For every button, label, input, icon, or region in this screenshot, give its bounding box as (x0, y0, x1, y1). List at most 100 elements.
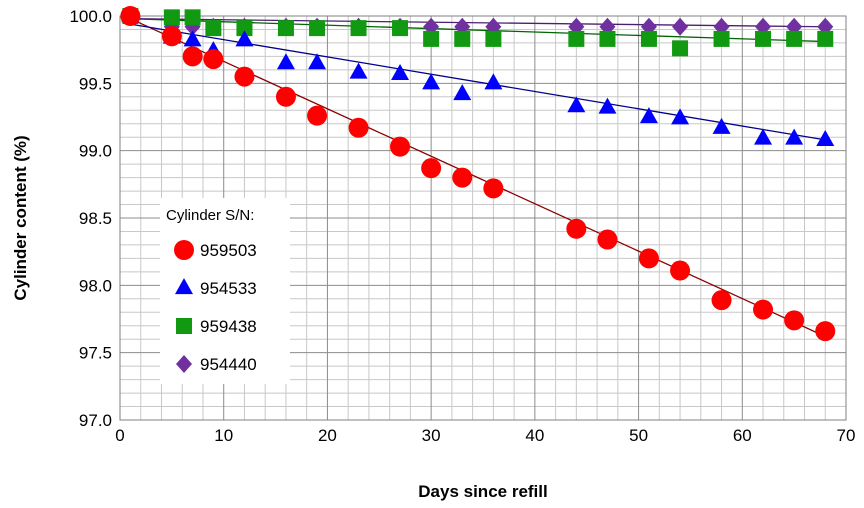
point-954533 (639, 107, 658, 124)
series-959438 (122, 8, 834, 57)
x-tick-label: 0 (115, 426, 124, 445)
point-959438 (485, 30, 502, 47)
point-959503 (275, 86, 296, 107)
point-959438 (817, 30, 834, 47)
point-959438 (277, 20, 294, 37)
point-954533 (816, 129, 835, 146)
point-959503 (784, 310, 805, 331)
plot-border (119, 15, 847, 421)
y-tick-label: 100.0 (69, 7, 112, 26)
x-tick-label: 50 (629, 426, 648, 445)
point-954440 (568, 17, 585, 36)
point-954440 (599, 17, 616, 36)
x-tick-label: 20 (318, 426, 337, 445)
y-tick-label: 97.0 (79, 411, 112, 430)
point-954533 (235, 30, 254, 47)
point-959438 (640, 30, 657, 47)
point-959438 (672, 40, 689, 57)
data-markers (120, 6, 836, 342)
point-959438 (184, 9, 201, 26)
x-tick-label: 40 (525, 426, 544, 445)
point-959503 (120, 6, 141, 26)
y-tick-labels: 97.0 97.5 98.0 98.5 99.0 99.5 100.0 (69, 7, 112, 430)
point-959438 (205, 20, 222, 37)
point-959438 (423, 30, 440, 47)
point-959503 (483, 178, 504, 199)
x-tick-label: 10 (214, 426, 233, 445)
point-959503 (203, 49, 224, 70)
point-959438 (755, 30, 772, 47)
x-tick-labels: 0 10 20 30 40 50 60 70 (115, 426, 855, 445)
point-959503 (348, 117, 369, 138)
y-tick-label: 98.0 (79, 276, 112, 295)
point-959438 (568, 30, 585, 47)
legend-marker-954533 (175, 278, 193, 295)
point-954533 (598, 97, 617, 114)
point-959503 (670, 260, 691, 281)
point-959503 (815, 321, 836, 342)
point-954533 (671, 108, 690, 125)
point-959503 (234, 66, 255, 87)
point-959438 (786, 30, 803, 47)
point-959438 (236, 20, 253, 37)
series-959503 (120, 6, 836, 342)
point-954440 (755, 17, 772, 36)
legend-marker-959438 (176, 318, 192, 334)
point-959503 (307, 105, 328, 126)
point-959503 (182, 46, 203, 67)
legend-marker-959503 (174, 240, 194, 260)
legend-label-954440: 954440 (200, 355, 257, 374)
point-954533 (276, 53, 295, 70)
point-959438 (599, 30, 616, 47)
x-tick-label: 30 (422, 426, 441, 445)
point-954440 (640, 17, 657, 36)
point-959438 (309, 20, 326, 37)
point-954440 (817, 17, 834, 36)
point-959503 (638, 248, 659, 269)
point-959503 (161, 26, 182, 47)
legend-label-959438: 959438 (200, 317, 257, 336)
legend-marker-954440 (176, 355, 192, 373)
point-954533 (453, 84, 472, 101)
point-959503 (566, 218, 587, 239)
point-959503 (597, 229, 618, 250)
y-tick-label: 98.5 (79, 209, 112, 228)
point-959438 (163, 9, 180, 26)
x-tick-label: 60 (733, 426, 752, 445)
point-959503 (421, 158, 442, 179)
point-954533 (785, 128, 804, 145)
legend-label-959503: 959503 (200, 241, 257, 260)
point-954440 (713, 17, 730, 36)
point-954533 (183, 30, 202, 47)
point-954440 (423, 17, 440, 36)
point-954533 (391, 63, 410, 80)
legend: Cylinder S/N: 959503 954533 959438 954440 (160, 198, 290, 384)
point-954440 (454, 17, 471, 36)
y-tick-label: 99.0 (79, 142, 112, 161)
y-tick-label: 99.5 (79, 74, 112, 93)
point-959438 (454, 30, 471, 47)
x-axis-title: Days since refill (418, 482, 547, 501)
point-954533 (754, 128, 773, 145)
point-954533 (484, 73, 503, 90)
point-959503 (452, 167, 473, 188)
x-tick-label: 70 (837, 426, 856, 445)
legend-title: Cylinder S/N: (166, 207, 254, 224)
point-959438 (392, 20, 409, 37)
y-tick-label: 97.5 (79, 344, 112, 363)
point-954533 (567, 96, 586, 113)
point-954533 (712, 117, 731, 134)
point-954440 (672, 17, 689, 36)
point-959438 (713, 30, 730, 47)
point-954440 (485, 17, 502, 36)
point-954440 (786, 17, 803, 36)
point-954533 (308, 53, 327, 70)
point-959503 (753, 299, 774, 320)
y-axis-title: Cylinder content (%) (11, 135, 30, 300)
point-954533 (349, 62, 368, 79)
point-959503 (390, 136, 411, 157)
point-959438 (350, 20, 367, 37)
point-954533 (422, 73, 441, 90)
point-959503 (711, 290, 732, 311)
